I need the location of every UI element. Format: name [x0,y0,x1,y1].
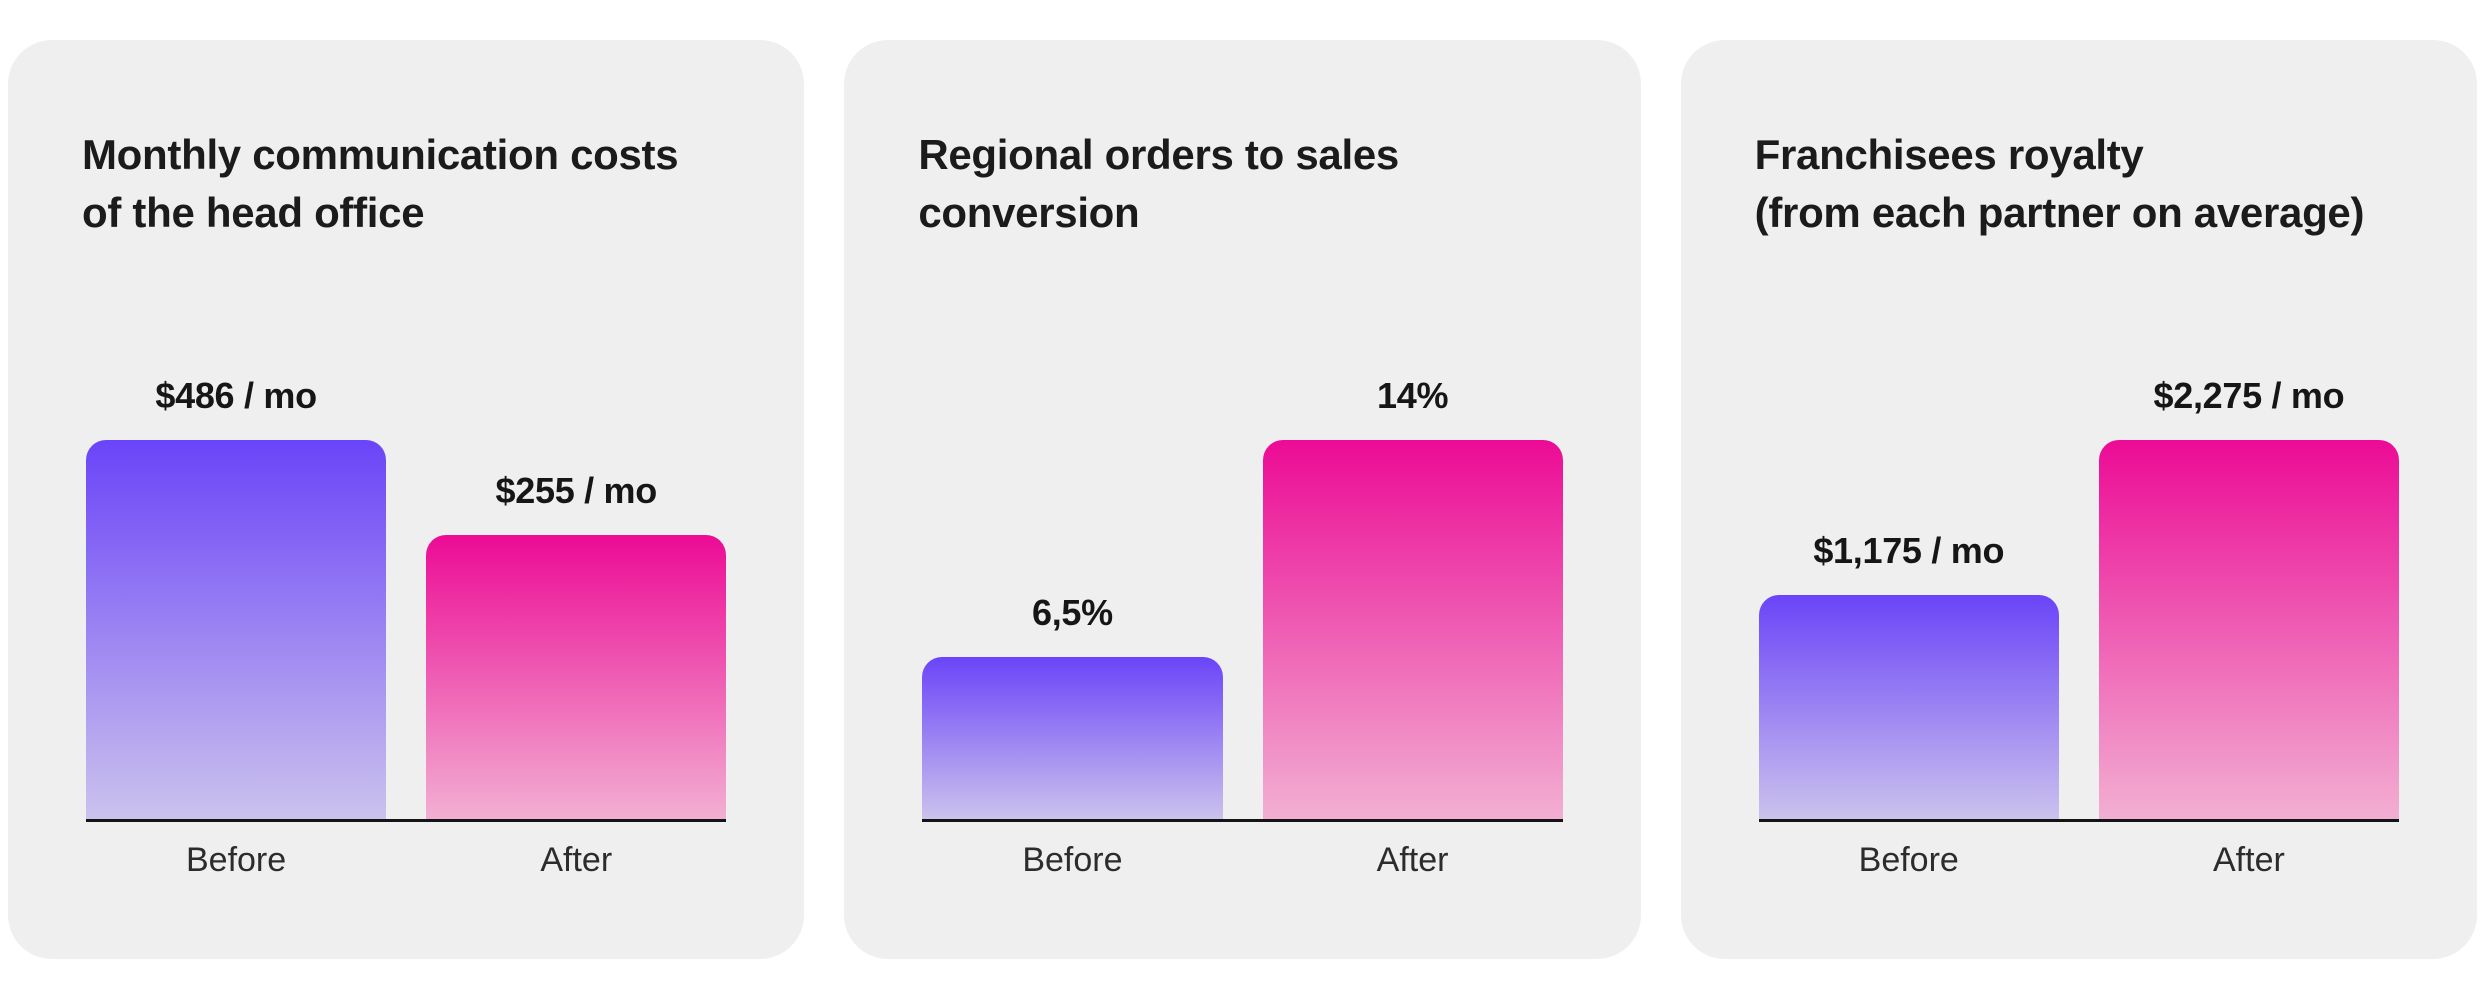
axis-line [1758,819,2399,822]
bar-group-before: 6,5% [922,378,1223,819]
after-bar [2098,440,2399,819]
card-title: Franchisees royalty (from each partner o… [1755,126,2403,242]
category-labels: Before After [1759,840,2399,881]
card-title-line-1: Franchisees royalty [1754,131,2144,178]
bar-group-after: 14% [1262,375,1563,819]
bar-group-after: $2,275 / mo [2098,375,2399,819]
bar-group-before: $486 / mo [86,375,387,819]
bar-value-label: $2,275 / mo [2153,375,2345,416]
bar-group-before: $1,175 / mo [1758,378,2059,819]
card-title: Regional orders to sales conversion [918,126,1566,242]
before-bar [922,657,1223,819]
card-title-line-2: conversion [918,188,1140,236]
card-franchisees-royalty: Franchisees royalty (from each partner o… [1680,40,2477,959]
bar-value-label: $486 / mo [155,375,317,416]
category-labels: Before After [922,840,1562,881]
before-bar [86,440,387,819]
card-title-line-2: (from each partner on average) [1754,188,2365,236]
after-bar [1262,440,1563,819]
bar-group-after: $255 / mo [426,378,727,819]
infographic-cards-row: Monthly communication costs of the head … [8,40,2477,959]
card-title-line-2: of the head office [82,188,425,236]
category-label-after: After [2213,841,2285,880]
before-bar [1758,595,2059,819]
axis-line [86,819,727,822]
category-label-before: Before [1858,841,1959,880]
bar-value-label: $255 / mo [495,470,658,511]
card-orders-conversion: Regional orders to sales conversion 6,5%… [844,40,1641,959]
bar-value-label: 6,5% [1031,592,1113,633]
category-label-after: After [540,841,613,880]
category-label-before: Before [1022,841,1123,880]
axis-line [922,819,1563,822]
card-title-line-1: Monthly communication costs [82,131,679,178]
bar-chart: $486 / mo $255 / mo [86,375,727,819]
card-title: Monthly communication costs of the head … [82,126,730,242]
card-title-line-1: Regional orders to sales [918,131,1399,178]
category-label-before: Before [185,841,287,880]
bar-chart: $1,175 / mo $2,275 / mo [1758,375,2399,819]
bar-chart: 6,5% 14% [922,375,1563,819]
bar-value-label: 14% [1377,375,1449,416]
category-label-after: After [1376,841,1449,880]
after-bar [426,535,727,819]
category-labels: Before After [86,840,726,881]
bar-value-label: $1,175 / mo [1813,530,2005,571]
card-communication-costs: Monthly communication costs of the head … [8,40,805,959]
